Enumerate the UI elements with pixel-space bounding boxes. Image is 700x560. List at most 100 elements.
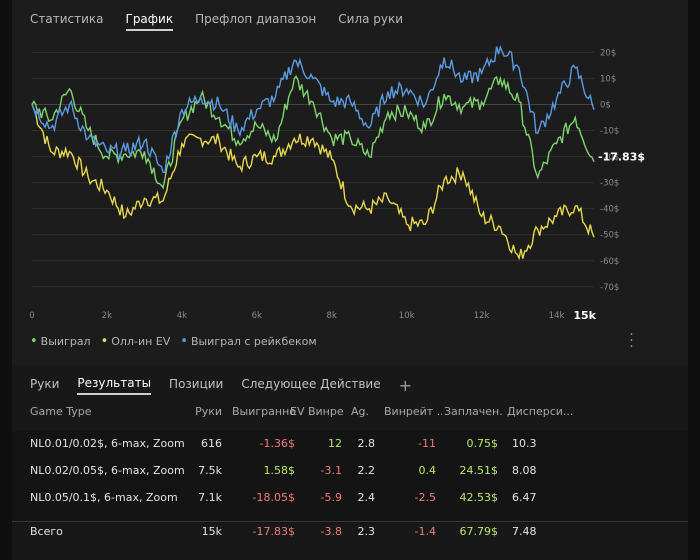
cell-variance: 10.3 bbox=[512, 437, 537, 450]
cell-paid: 24.51$ bbox=[459, 464, 499, 477]
table-row[interactable]: NL0.02/0.05$, 6-max, Zoom 7.5k 1.58$ -3.… bbox=[12, 464, 688, 488]
y-tick-label: 0$ bbox=[600, 101, 611, 111]
cell-variance: 6.47 bbox=[512, 491, 537, 504]
cell-winrate: -2.5 bbox=[414, 491, 436, 504]
end-value-label: -17.83$ bbox=[598, 151, 645, 164]
col-paid[interactable]: Заплачен... bbox=[444, 405, 504, 418]
cell-paid: 0.75$ bbox=[466, 437, 499, 450]
tab-hand-strength[interactable]: Сила руки bbox=[338, 12, 404, 26]
tab-results[interactable]: Результаты bbox=[77, 376, 152, 395]
table-body bbox=[12, 431, 688, 523]
y-tick-label: -10$ bbox=[600, 127, 619, 137]
x-tick-label: 12k bbox=[474, 311, 490, 321]
x-axis: 0 2k 4k 6k 8k 10k 12k 14k 15k bbox=[29, 309, 596, 322]
cell-won: -1.36$ bbox=[259, 437, 295, 450]
cell-hands: 616 bbox=[201, 437, 222, 450]
total-separator bbox=[12, 521, 688, 522]
legend-dot-icon: • bbox=[100, 333, 109, 349]
cell-ev: -3.8 bbox=[320, 525, 342, 538]
sub-tabs: Руки Результаты Позиции Следующее Действ… bbox=[30, 376, 412, 395]
x-tick-label: 10k bbox=[399, 311, 415, 321]
legend-label: Выиграл с рейкбеком bbox=[190, 335, 317, 348]
cell-game: NL0.02/0.05$, 6-max, Zoom bbox=[30, 464, 185, 477]
cell-paid: 67.79$ bbox=[459, 525, 499, 538]
table-row[interactable]: NL0.01/0.02$, 6-max, Zoom 616 -1.36$ 12 … bbox=[12, 437, 688, 461]
tab-positions[interactable]: Позиции bbox=[169, 377, 224, 391]
cell-hands: 7.5k bbox=[198, 464, 222, 477]
cell-won: -17.83$ bbox=[252, 525, 295, 538]
legend-dot-icon: • bbox=[30, 333, 38, 349]
cell-variance: 7.48 bbox=[512, 525, 537, 538]
legend-item-won[interactable]: • Выиграл bbox=[30, 333, 91, 349]
x-tick-label: 0 bbox=[29, 311, 34, 321]
col-winrate[interactable]: Винрейт ... bbox=[384, 405, 442, 418]
more-options-icon[interactable]: · · · bbox=[629, 327, 633, 355]
x-tick-label: 8k bbox=[327, 311, 337, 321]
col-ev-winrate[interactable]: EV Винре... bbox=[290, 405, 344, 418]
legend-label: Выиграл bbox=[40, 335, 91, 348]
cell-game: NL0.05/0.1$, 6-max, Zoom bbox=[30, 491, 178, 504]
col-agg[interactable]: Ag. bbox=[351, 405, 370, 418]
chart-grid bbox=[32, 51, 594, 288]
table-total-row[interactable]: Всего 15k -17.83$ -3.8 2.3 -1.4 67.79$ 7… bbox=[12, 525, 688, 549]
cell-hands: 7.1k bbox=[198, 491, 222, 504]
legend-item-allin-ev[interactable]: • Олл-ин EV bbox=[100, 333, 171, 349]
chart-legend: • Выиграл • Олл-ин EV • Выиграл с рейкбе… bbox=[30, 333, 317, 349]
col-won[interactable]: Выигранно bbox=[232, 405, 296, 418]
cell-variance: 8.08 bbox=[512, 464, 537, 477]
legend-item-rakeback[interactable]: • Выиграл с рейкбеком bbox=[180, 333, 317, 349]
cell-game: Всего bbox=[30, 525, 63, 538]
series-line-0[interactable] bbox=[31, 75, 595, 190]
left-frame bbox=[0, 0, 12, 560]
cell-won: -18.05$ bbox=[252, 491, 295, 504]
tab-hands[interactable]: Руки bbox=[30, 377, 60, 391]
cell-ev: -3.1 bbox=[320, 464, 342, 477]
cell-winrate: -1.4 bbox=[414, 525, 436, 538]
cell-game: NL0.01/0.02$, 6-max, Zoom bbox=[30, 437, 185, 450]
y-tick-label: -60$ bbox=[600, 257, 619, 267]
col-hands[interactable]: Руки bbox=[195, 405, 222, 418]
cell-winrate: 0.4 bbox=[418, 464, 437, 477]
tab-next-action[interactable]: Следующее Действие bbox=[241, 377, 381, 391]
y-tick-label: -70$ bbox=[600, 283, 619, 293]
cell-agg: 2.4 bbox=[357, 491, 376, 504]
x-tick-label: 4k bbox=[177, 311, 187, 321]
y-axis: 20$ 10$ 0$ -10$ -20$ -30$ -40$ -50$ -60$ -70$ bbox=[600, 48, 619, 292]
x-tick-label: 2k bbox=[102, 311, 112, 321]
y-tick-label: -50$ bbox=[600, 231, 619, 241]
y-tick-label: -40$ bbox=[600, 205, 619, 215]
col-game-type[interactable]: Game Type bbox=[30, 405, 92, 418]
x-tick-label: 6k bbox=[252, 311, 262, 321]
cell-winrate: -11 bbox=[418, 437, 436, 450]
x-tick-label: 14k bbox=[549, 311, 565, 321]
y-tick-label: 10$ bbox=[600, 74, 616, 84]
cell-paid: 42.53$ bbox=[459, 491, 499, 504]
cell-agg: 2.8 bbox=[357, 437, 376, 450]
table-row[interactable]: NL0.05/0.1$, 6-max, Zoom 7.1k -18.05$ -5… bbox=[12, 491, 688, 515]
y-tick-label: -20$ bbox=[600, 153, 619, 163]
tab-graph[interactable]: График bbox=[125, 12, 174, 31]
results-panel: Руки Результаты Позиции Следующее Действ… bbox=[12, 365, 688, 560]
x-last-label: 15k bbox=[573, 309, 596, 322]
right-frame bbox=[688, 0, 700, 560]
cell-agg: 2.2 bbox=[357, 464, 376, 477]
cell-agg: 2.3 bbox=[357, 525, 376, 538]
cell-hands: 15k bbox=[201, 525, 222, 538]
cell-won: 1.58$ bbox=[263, 464, 296, 477]
chart-lines bbox=[31, 45, 595, 261]
tab-statistics[interactable]: Статистика bbox=[30, 12, 104, 26]
cell-ev: -5.9 bbox=[320, 491, 342, 504]
series-line-2[interactable] bbox=[31, 45, 595, 174]
legend-dot-icon: • bbox=[180, 333, 188, 349]
cell-ev: 12 bbox=[328, 437, 342, 450]
y-tick-label: -30$ bbox=[600, 179, 619, 189]
profit-chart[interactable]: 20$ 10$ 0$ -10$ -20$ -30$ -40$ -50$ -60$ -70$ 0 2k… bbox=[12, 34, 688, 334]
legend-label: Олл-ин EV bbox=[111, 335, 171, 348]
top-tabs: Статистика График Префлоп диапазон Сила … bbox=[30, 12, 403, 31]
add-tab-icon[interactable]: + bbox=[398, 376, 412, 395]
table-header: Game Type Руки Выигранно EV Винре... Ag.… bbox=[12, 405, 688, 425]
col-variance[interactable]: Дисперси... bbox=[507, 405, 574, 418]
tab-preflop-range[interactable]: Префлоп диапазон bbox=[195, 12, 317, 26]
series-line-1[interactable] bbox=[31, 104, 595, 261]
y-tick-label: 20$ bbox=[600, 48, 616, 58]
